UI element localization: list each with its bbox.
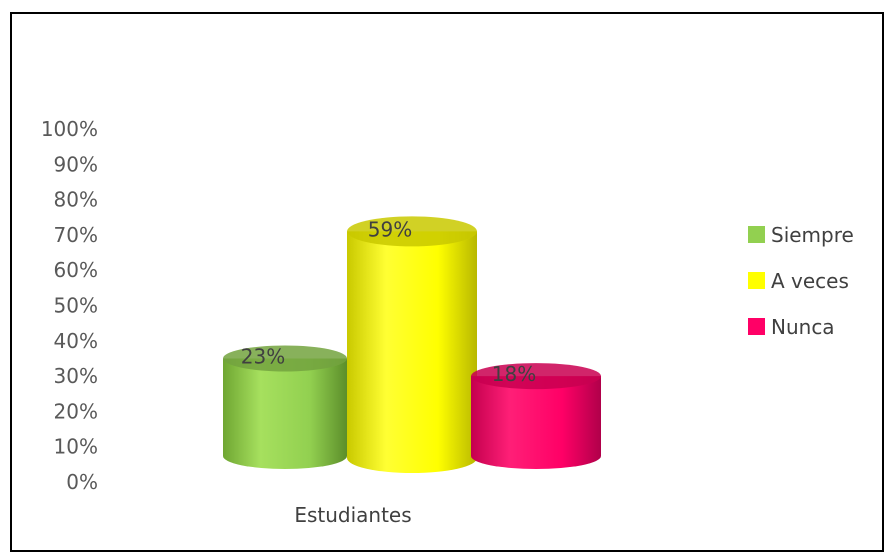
data-label: 59%: [368, 217, 412, 241]
y-tick-label: 50%: [54, 294, 98, 318]
bar-siempre: [223, 345, 347, 469]
legend-swatch: [748, 318, 765, 335]
bar-nunca: [471, 363, 601, 469]
y-tick-label: 40%: [54, 329, 98, 353]
legend-label: Nunca: [771, 315, 835, 339]
y-tick-label: 100%: [41, 117, 98, 141]
y-tick-label: 60%: [54, 258, 98, 282]
legend-swatch: [748, 272, 765, 289]
y-tick-label: 70%: [54, 223, 98, 247]
legend-item: Siempre: [748, 223, 854, 247]
y-tick-label: 80%: [54, 188, 98, 212]
data-label: 18%: [492, 362, 536, 386]
legend-item: Nunca: [748, 315, 835, 339]
data-label: 23%: [241, 344, 285, 368]
category-label: Estudiantes: [294, 503, 411, 527]
y-tick-label: 90%: [54, 152, 98, 176]
legend-swatch: [748, 226, 765, 243]
y-tick-label: 0%: [66, 470, 98, 494]
legend-label: Siempre: [771, 223, 854, 247]
legend-label: A veces: [771, 269, 849, 293]
bar-a-veces: [347, 216, 477, 473]
legend-item: A veces: [748, 269, 849, 293]
y-tick-label: 30%: [54, 364, 98, 388]
y-tick-label: 20%: [54, 399, 98, 423]
y-tick-label: 10%: [54, 435, 98, 459]
